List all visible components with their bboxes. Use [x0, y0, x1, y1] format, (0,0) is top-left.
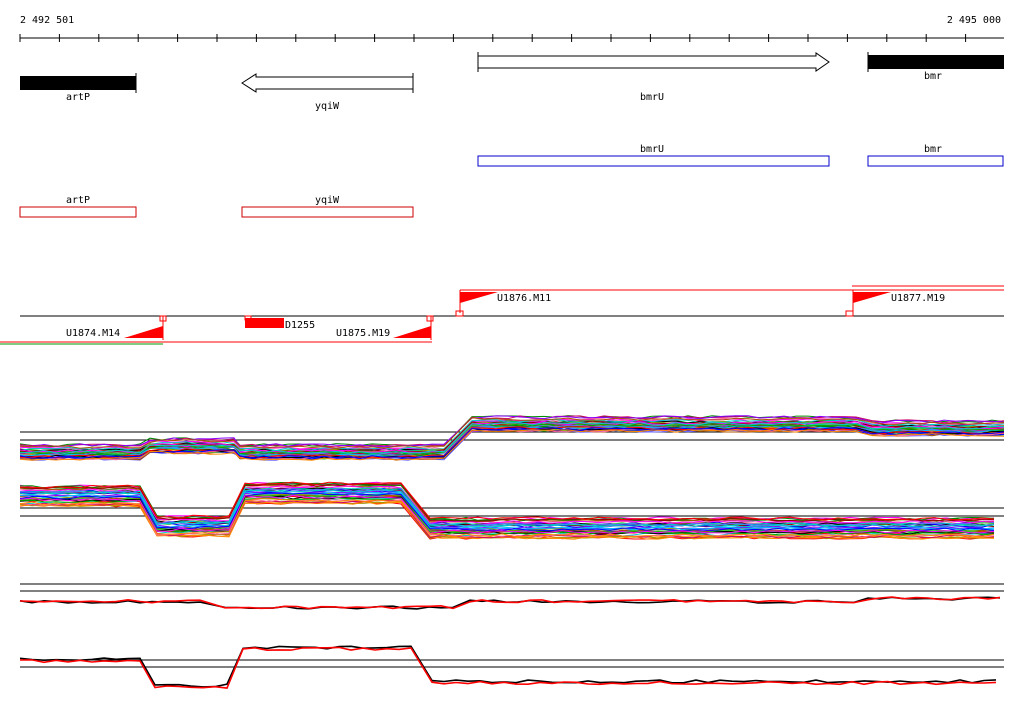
blue-box-bmrU[interactable] [477, 155, 830, 167]
blue-annotation-track: bmrU bmr [477, 144, 1004, 167]
feature-U1874-M14[interactable] [124, 315, 167, 340]
summary-track-forward [19, 583, 1004, 610]
expression-profile-line [19, 485, 995, 525]
expression-profile-line [19, 481, 995, 521]
feature-label-D1255: D1255 [285, 320, 315, 331]
expression-profile-line [19, 483, 995, 522]
expression-profile-line [19, 490, 995, 530]
red-box-artP[interactable] [19, 206, 137, 218]
expr-fwd-lines [19, 415, 1005, 461]
expression-profile-line [19, 498, 995, 538]
gene-track: artP yqiW bmrU bmr [20, 52, 1004, 112]
gene-artP[interactable] [20, 73, 137, 93]
sum-rev-lines [19, 645, 997, 689]
expression-profile-line [19, 415, 1005, 448]
ruler-end-label: 2 495 000 [947, 15, 1001, 26]
gene-label-artP: artP [66, 92, 90, 103]
feature-label-U1876-M11: U1876.M11 [497, 293, 551, 304]
feature-track: U1876.M11 U1877.M19 U1874.M14 D1255 U187… [0, 285, 1004, 345]
expression-track-forward [19, 415, 1005, 461]
expression-profile-line [19, 481, 995, 521]
feature-label-U1875-M19: U1875.M19 [336, 328, 390, 339]
expression-profile-line [19, 646, 997, 689]
red-label-artP: artP [66, 195, 90, 206]
gene-label-bmrU: bmrU [640, 92, 664, 103]
expression-profile-line [19, 417, 1005, 450]
summary-track-reverse [19, 645, 1004, 689]
gene-bmrU-arrow[interactable] [477, 52, 830, 72]
feature-U1877-M19[interactable] [845, 290, 891, 317]
feature-label-U1877-M19: U1877.M19 [891, 293, 945, 304]
expression-profile-line [19, 426, 1005, 459]
blue-label-bmr: bmr [924, 144, 942, 155]
gene-label-bmr: bmr [924, 71, 942, 82]
ruler-ticks [19, 34, 967, 42]
blue-box-bmr[interactable] [867, 155, 1004, 167]
red-annotation-track: artP yqiW [19, 195, 414, 218]
red-box-yqiW[interactable] [241, 206, 414, 218]
expr-rev-lines [19, 481, 995, 540]
expression-profile-line [19, 498, 995, 538]
feature-U1876-M11[interactable] [455, 290, 498, 317]
ruler-start-label: 2 492 501 [20, 15, 74, 26]
sum-fwd-lines [19, 596, 1001, 610]
feature-U1875-M19[interactable] [393, 315, 434, 340]
coordinate-ruler: 2 492 501 2 495 000 [19, 15, 1004, 42]
expression-profile-line [19, 596, 1001, 610]
blue-label-bmrU: bmrU [640, 144, 664, 155]
expression-profile-line [19, 645, 997, 688]
expression-profile-line [19, 494, 995, 534]
gene-yqiW-arrow[interactable] [241, 73, 414, 93]
expression-profile-line [19, 428, 1005, 461]
red-label-yqiW: yqiW [315, 195, 340, 206]
gene-label-yqiW: yqiW [315, 101, 340, 112]
expression-profile-line [19, 418, 1005, 452]
gene-bmr[interactable] [867, 52, 1004, 72]
expression-track-reverse [19, 481, 1004, 540]
feature-label-U1874-M14: U1874.M14 [66, 328, 120, 339]
expression-profile-line [19, 501, 995, 540]
expression-profile-line [19, 489, 995, 528]
expression-profile-line [19, 496, 995, 536]
expression-profile-line [19, 427, 1005, 460]
expression-profile-line [19, 421, 1005, 454]
feature-D1255[interactable] [244, 315, 284, 328]
expression-profile-line [19, 481, 995, 521]
